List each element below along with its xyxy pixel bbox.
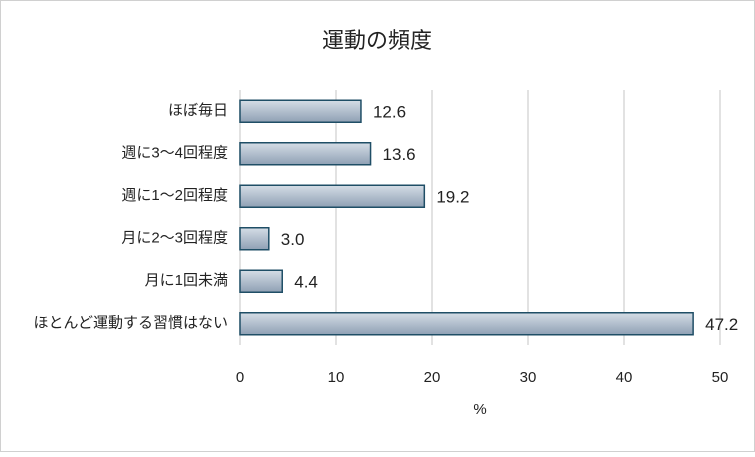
bar [239, 312, 694, 336]
value-label: 3.0 [281, 230, 305, 249]
y-tick-label: ほぼ毎日 [168, 102, 228, 119]
value-label: 13.6 [383, 145, 416, 164]
x-tick-label: 10 [328, 369, 345, 386]
value-label: 12.6 [373, 103, 406, 122]
x-tick-label: 50 [712, 369, 729, 386]
value-label: 4.4 [294, 273, 318, 292]
x-axis-title: % [473, 401, 486, 418]
x-tick-label: 30 [520, 369, 537, 386]
chart-title: 運動の頻度 [322, 28, 432, 53]
bar [239, 99, 362, 123]
x-tick-label: 20 [424, 369, 441, 386]
bar [239, 184, 426, 208]
bar [239, 269, 283, 293]
y-tick-label: ほとんど運動する習慣はない [33, 314, 228, 332]
bar [239, 142, 372, 166]
y-tick-label: 月に1回未満 [145, 272, 228, 289]
x-tick-label: 40 [616, 369, 633, 386]
value-label: 19.2 [436, 188, 469, 207]
value-label: 47.2 [705, 315, 738, 334]
bar [239, 227, 270, 251]
y-tick-label: 月に2～3回程度 [121, 230, 228, 247]
x-tick-label: 0 [236, 369, 244, 386]
y-tick-label: 週に3～4回程度 [121, 145, 228, 162]
y-tick-label: 週に1～2回程度 [121, 187, 228, 204]
